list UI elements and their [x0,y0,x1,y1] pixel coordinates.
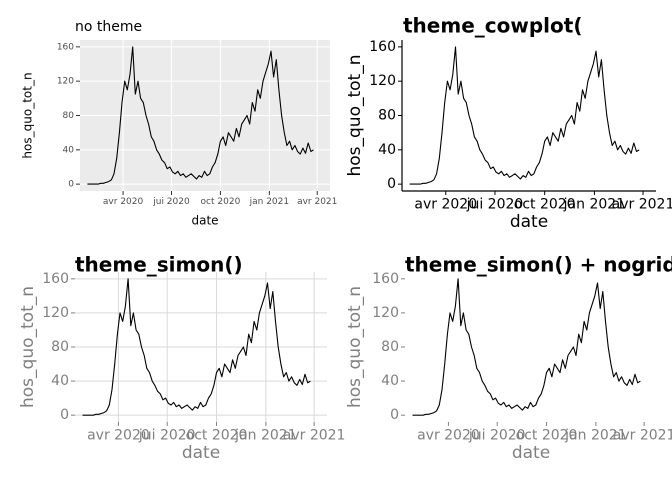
y-tick-label: 120 [369,73,396,89]
y-tick-label: 120 [42,305,69,321]
x-axis-label: date [182,443,220,463]
x-tick-label: oct 2020 [514,196,576,212]
y-tick-label: 120 [57,77,74,87]
y-tick-label: 0 [390,407,399,423]
data-line [87,46,314,185]
x-tick-label: jan 2021 [564,427,626,443]
x-axis-label: date [191,214,218,228]
y-tick-label: 160 [369,39,396,55]
x-tick-label: jan 2021 [563,196,625,212]
x-axis-label: date [510,212,548,232]
y-tick-label: 80 [63,111,75,121]
panel: 0 40 80 120 160 avr 2020 jui 2020 oct 2020 jan 2… [21,19,338,228]
chart-title: theme_simon() [75,253,243,277]
chart-title: theme_simon() + nogrid() [405,253,672,277]
x-tick-label: jui 2020 [152,197,190,207]
y-tick-label: 0 [60,407,69,423]
y-tick-label: 120 [372,305,399,321]
y-axis-label: hos_quo_tot_n [18,286,38,408]
x-axis-label: date [512,443,550,463]
x-tick-label: avr 2020 [103,197,144,207]
y-tick-label: 160 [372,271,399,287]
x-tick-label: avr 2020 [87,427,150,443]
x-tick-label: oct 2020 [201,197,241,207]
x-tick-label: avr 2020 [417,427,480,443]
y-tick-label: 0 [387,176,396,192]
y-tick-label: 160 [42,271,69,287]
x-tick-label: jan 2021 [249,197,290,207]
x-tick-label: oct 2020 [186,427,248,443]
y-tick-label: 40 [51,373,69,389]
y-tick-label: 80 [378,108,396,124]
y-tick-label: 80 [381,339,399,355]
y-tick-label: 160 [57,42,74,52]
y-axis-label: hos_quo_tot_n [345,54,365,176]
x-tick-label: avr 2021 [297,197,337,207]
y-axis-label: hos_quo_tot_n [345,286,365,408]
x-tick-label: jan 2021 [234,427,296,443]
chart-title: theme_cowplot( [403,14,582,38]
y-tick-label: 40 [381,373,399,389]
x-tick-label: jui 2020 [466,196,524,212]
data-line [409,46,640,185]
y-axis-label: hos_quo_tot_n [21,72,35,158]
y-tick-label: 0 [68,180,74,190]
y-tick-label: 40 [63,145,75,155]
x-tick-label: avr 2021 [612,196,672,212]
y-tick-label: 80 [51,339,69,355]
x-tick-label: jui 2020 [468,427,526,443]
data-line [82,278,311,416]
x-tick-label: avr 2020 [414,196,477,212]
chart-title: no theme [75,19,142,35]
y-tick-label: 40 [378,142,396,158]
x-tick-label: avr 2021 [613,427,672,443]
x-tick-label: avr 2021 [283,427,346,443]
data-line [412,278,641,416]
x-tick-label: jui 2020 [138,427,196,443]
x-tick-label: oct 2020 [516,427,578,443]
